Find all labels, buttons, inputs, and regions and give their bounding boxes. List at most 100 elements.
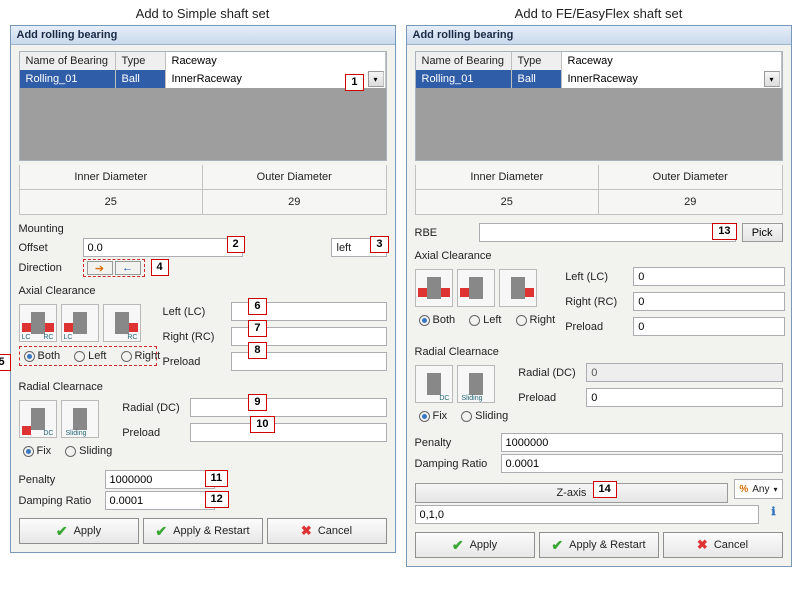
right-caption: Add to FE/EasyFlex shaft set [406, 6, 792, 21]
radial-icon-sliding-r[interactable]: Sliding [457, 365, 495, 403]
arrow-left-icon[interactable]: ← [115, 261, 141, 275]
radial-icon-fix[interactable]: DC [19, 400, 57, 438]
callout-14: 14 [593, 481, 617, 498]
right-rc-input-r[interactable] [633, 292, 785, 311]
radial-label-r: Radial Clearnace [415, 346, 783, 358]
right-rc-label: Right (RC) [163, 331, 225, 343]
radial-dc-input-r [586, 363, 782, 382]
axial-mode-radio[interactable]: Both Left Right [19, 346, 157, 366]
vector-input[interactable] [415, 505, 759, 524]
radial-dc-label: Radial (DC) [122, 402, 184, 414]
radial-preload-label: Preload [122, 427, 184, 439]
check-icon: ✔ [155, 523, 167, 540]
left-window: Add rolling bearing Name of Bearing Type… [10, 25, 396, 553]
any-select[interactable]: %Any▾ [734, 479, 782, 499]
axial-icon-left-r[interactable] [457, 269, 495, 307]
callout-1: 1 [345, 74, 363, 91]
row-name: Rolling_01 [20, 70, 116, 88]
radio-both[interactable] [24, 351, 35, 362]
outer-diam-value: 29 [203, 190, 386, 214]
outer-diam-label: Outer Diameter [203, 165, 386, 190]
radial-preload-input[interactable] [190, 423, 386, 442]
arrow-right-icon[interactable]: ➔ [87, 261, 113, 275]
inner-diam-label: Inner Diameter [20, 165, 203, 190]
left-lc-label: Left (LC) [163, 306, 225, 318]
radio-sliding[interactable] [65, 446, 76, 457]
callout-6: 6 [248, 298, 266, 315]
radial-mode-radio[interactable]: Fix Sliding [19, 442, 117, 460]
raceway-dropdown-r[interactable]: ▾ [764, 71, 780, 87]
radial-icon-fix-r[interactable]: DC [415, 365, 453, 403]
callout-7: 7 [248, 320, 266, 337]
penalty-label-r: Penalty [415, 437, 495, 449]
radio-left[interactable] [74, 351, 85, 362]
axial-label-r: Axial Clearance [415, 250, 783, 262]
callout-10: 10 [250, 416, 274, 433]
callout-5: 5 [0, 354, 11, 371]
callout-13: 13 [712, 223, 736, 240]
callout-8: 8 [248, 342, 266, 359]
radio-fix[interactable] [23, 446, 34, 457]
window-title: Add rolling bearing [11, 26, 395, 45]
callout-3: 3 [370, 236, 388, 253]
mounting-label: Mounting [19, 223, 387, 235]
direction-label: Direction [19, 262, 77, 274]
bearing-grid[interactable]: Name of Bearing Type Raceway Rolling_01 … [19, 51, 387, 161]
rbe-label: RBE [415, 227, 473, 239]
axial-icon-both[interactable]: LCRC [19, 304, 57, 342]
callout-11: 11 [205, 470, 229, 487]
right-window: Add rolling bearing Name of Bearing Type… [406, 25, 792, 567]
inner-diam-value: 25 [20, 190, 203, 214]
left-caption: Add to Simple shaft set [10, 6, 396, 21]
info-icon[interactable]: ℹ [765, 505, 783, 524]
callout-4: 4 [151, 259, 169, 276]
damping-label-r: Damping Ratio [415, 458, 495, 470]
callout-9: 9 [248, 394, 266, 411]
col-raceway: Raceway [166, 52, 386, 70]
radial-dc-input[interactable] [190, 398, 386, 417]
callout-2: 2 [227, 236, 245, 253]
diameter-table: Inner Diameter 25 Outer Diameter 29 [19, 165, 387, 215]
radial-label: Radial Clearnace [19, 381, 387, 393]
rbe-input[interactable] [479, 223, 736, 242]
z-axis-button[interactable]: Z-axis [415, 483, 729, 503]
axial-label: Axial Clearance [19, 285, 387, 297]
apply-button-r[interactable]: ✔Apply [415, 532, 535, 558]
preload-label: Preload [163, 356, 225, 368]
axial-icon-both-r[interactable] [415, 269, 453, 307]
radial-preload-input-r[interactable] [586, 388, 782, 407]
axial-icon-left[interactable]: LC [61, 304, 99, 342]
preload-input-r[interactable] [633, 317, 785, 336]
apply-button[interactable]: ✔Apply [19, 518, 139, 544]
cancel-button[interactable]: ✖Cancel [267, 518, 387, 544]
direction-toggle[interactable]: ➔ ← [83, 259, 145, 277]
damping-input[interactable] [105, 491, 215, 510]
pick-button[interactable]: Pick [742, 223, 783, 242]
axial-icon-right[interactable]: RC [103, 304, 141, 342]
apply-restart-button[interactable]: ✔Apply & Restart [143, 518, 263, 544]
offset-input[interactable] [83, 238, 243, 257]
col-name: Name of Bearing [20, 52, 116, 70]
radial-mode-radio-r[interactable]: Fix Sliding [415, 407, 513, 425]
left-lc-input-r[interactable] [633, 267, 785, 286]
window-title-r: Add rolling bearing [407, 26, 791, 45]
col-type: Type [116, 52, 166, 70]
radio-right[interactable] [121, 351, 132, 362]
axial-mode-radio-r[interactable]: Both Left Right [415, 311, 560, 329]
axial-icon-right-r[interactable] [499, 269, 537, 307]
bearing-grid-r[interactable]: Name of Bearing Type Raceway Rolling_01 … [415, 51, 783, 161]
offset-label: Offset [19, 242, 77, 254]
check-icon: ✔ [56, 523, 68, 540]
close-icon: ✖ [301, 523, 312, 539]
damping-input-r[interactable] [501, 454, 783, 473]
raceway-dropdown[interactable]: ▾ [368, 71, 384, 87]
diameter-table-r: Inner Diameter 25 Outer Diameter 29 [415, 165, 783, 215]
cancel-button-r[interactable]: ✖Cancel [663, 532, 783, 558]
penalty-label: Penalty [19, 474, 99, 486]
row-type: Ball [116, 70, 166, 88]
penalty-input-r[interactable] [501, 433, 783, 452]
radial-icon-sliding[interactable]: Sliding [61, 400, 99, 438]
apply-restart-button-r[interactable]: ✔Apply & Restart [539, 532, 659, 558]
penalty-input[interactable] [105, 470, 215, 489]
damping-label: Damping Ratio [19, 495, 99, 507]
